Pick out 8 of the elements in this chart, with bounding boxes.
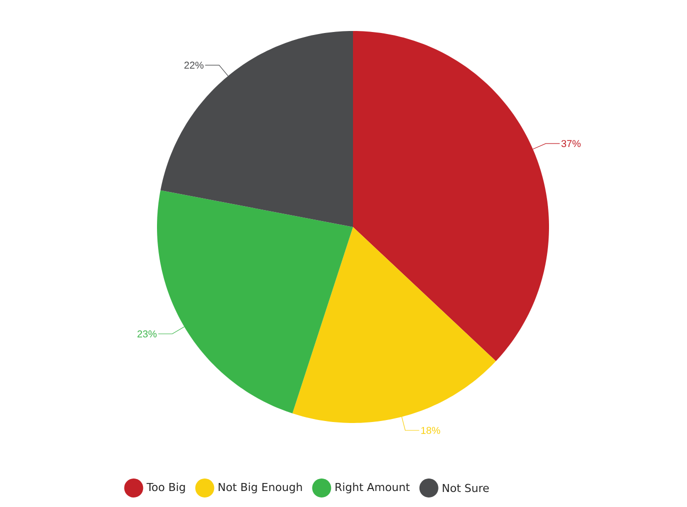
legend-label: Right Amount — [336, 482, 410, 494]
data-label: 18% — [421, 426, 440, 434]
data-label: 23% — [138, 330, 157, 338]
legend-label: Not Big Enough — [218, 482, 302, 494]
legend-label: Too Big — [146, 482, 185, 494]
legend-label: Not Sure — [442, 484, 489, 492]
data-label: 37% — [561, 140, 581, 148]
data-label: 22% — [184, 62, 204, 69]
